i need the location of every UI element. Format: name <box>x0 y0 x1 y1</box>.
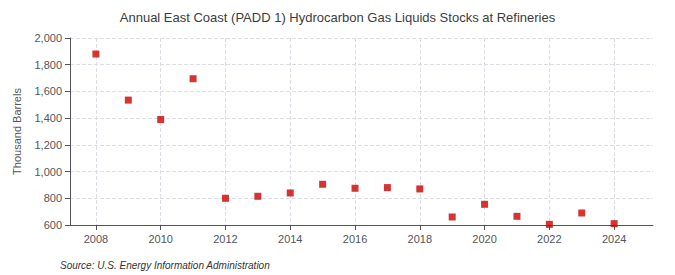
svg-text:2018: 2018 <box>408 233 432 245</box>
svg-text:2008: 2008 <box>84 233 108 245</box>
svg-text:2014: 2014 <box>278 233 302 245</box>
svg-text:Thousand Barrels: Thousand Barrels <box>11 88 23 175</box>
svg-text:Annual East Coast (PADD 1) Hyd: Annual East Coast (PADD 1) Hydrocarbon G… <box>120 10 556 25</box>
svg-text:800: 800 <box>44 192 62 204</box>
svg-text:1,000: 1,000 <box>34 166 62 178</box>
svg-text:1,200: 1,200 <box>34 139 62 151</box>
svg-text:2020: 2020 <box>472 233 496 245</box>
svg-text:1,600: 1,600 <box>34 85 62 97</box>
svg-text:2016: 2016 <box>343 233 367 245</box>
svg-text:1,400: 1,400 <box>34 112 62 124</box>
svg-text:2024: 2024 <box>602 233 626 245</box>
svg-text:2010: 2010 <box>148 233 172 245</box>
svg-text:2022: 2022 <box>537 233 561 245</box>
svg-text:2,000: 2,000 <box>34 32 62 44</box>
svg-text:600: 600 <box>44 219 62 231</box>
svg-text:Source: U.S. Energy Informatio: Source: U.S. Energy Information Administ… <box>60 260 270 271</box>
svg-text:1,800: 1,800 <box>34 59 62 71</box>
svg-text:2012: 2012 <box>213 233 237 245</box>
